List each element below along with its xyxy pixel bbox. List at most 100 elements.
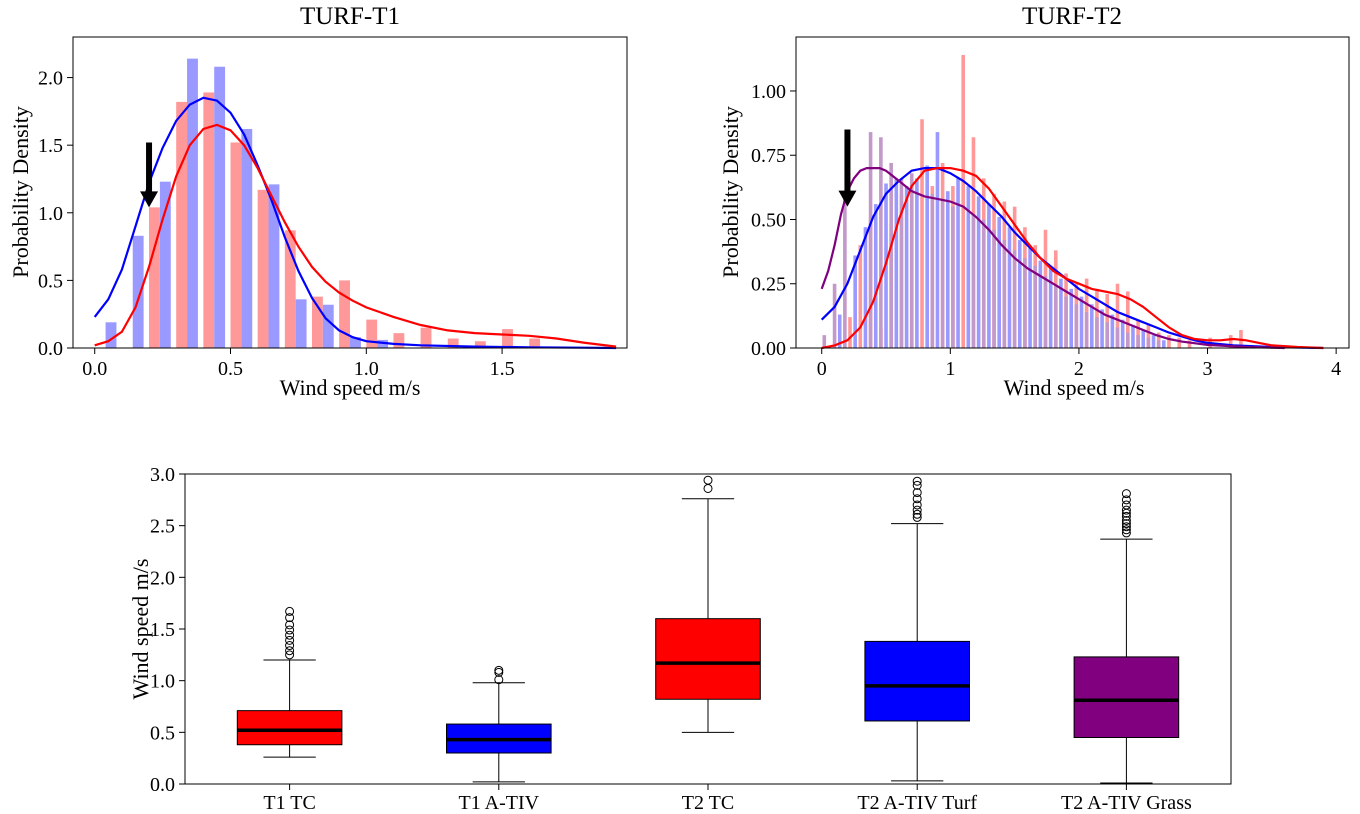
x-tick-label: 0.0 (82, 358, 107, 380)
outlier-point (285, 635, 295, 645)
histogram-bar (474, 341, 486, 348)
x-tick-label: 0.5 (218, 358, 243, 380)
x-ticks-box: T1 TC T1 A-TIV T2 TC T2 A-TIV Turf T2 A-TIV … (263, 784, 1192, 814)
outlier-point (912, 509, 922, 519)
histogram-bar (447, 338, 459, 348)
y-tick-label: 0.75 (751, 145, 786, 167)
box-iqr (236, 710, 343, 746)
x-tick-label: T1 A-TIV (459, 792, 540, 814)
outlier-point (1121, 505, 1131, 515)
y-tick-label: 3.0 (150, 464, 175, 486)
histogram-bar (1017, 240, 1022, 348)
y-tick-label: 0.5 (150, 722, 175, 744)
outlier-point (703, 475, 713, 485)
y-tick-label: 0.5 (38, 270, 63, 292)
histogram-bar (1167, 335, 1171, 348)
outlier-point (494, 665, 504, 675)
y-ticks-t1: 0.0 0.5 1.0 1.5 2.0 (38, 68, 73, 360)
histogram-bar (1064, 296, 1068, 348)
x-tick-label: T2 A-TIV Turf (857, 792, 977, 814)
histogram-bar (1136, 319, 1140, 348)
histogram-bar (863, 227, 868, 348)
chart-title-t1: TURF-T1 (300, 3, 400, 30)
outlier-point (285, 630, 295, 640)
histogram-bar (1012, 250, 1017, 348)
arrow-t1 (140, 142, 159, 208)
histogram-bar (311, 296, 323, 348)
histogram-bar (1079, 296, 1084, 348)
y-tick-label: 2.5 (150, 516, 175, 538)
histogram-bar (1048, 268, 1053, 348)
histogram-bar (940, 198, 945, 348)
histogram-bar (1053, 286, 1058, 348)
outlier-point (1121, 525, 1131, 535)
histogram-bar (393, 333, 405, 348)
histogram-bar (1146, 324, 1151, 348)
histogram-bar (1028, 247, 1032, 348)
outlier-point (1121, 511, 1131, 521)
histogram-bar (420, 327, 432, 348)
histogram-bar (1120, 319, 1125, 348)
plot-frame-t2 (795, 36, 1350, 349)
histogram-bar (853, 255, 857, 348)
histogram-bar (214, 66, 226, 348)
density-curves-t2 (820, 167, 1324, 350)
histogram-bar (1177, 337, 1182, 348)
outlier-point (285, 646, 295, 656)
x-tick-label: 4 (1331, 358, 1341, 380)
histogram-bar (1110, 314, 1115, 348)
histogram-bar (945, 191, 950, 348)
y-tick-label: 1.00 (751, 81, 786, 103)
chart-title-t2: TURF-T2 (1022, 3, 1122, 30)
outlier-point (912, 505, 922, 515)
bars-t2 (822, 54, 1243, 349)
histogram-bar (1141, 330, 1146, 348)
y-axis-label-t2: Probability Density (718, 106, 743, 278)
x-tick-label: 1 (945, 358, 955, 380)
histogram-bar (502, 329, 513, 348)
outlier-point (912, 512, 922, 522)
histogram-bar (868, 132, 873, 348)
y-ticks-t2: 0.00 0.25 0.50 0.75 1.00 (751, 81, 796, 360)
boxes (236, 475, 1180, 784)
plot-frame-t1 (72, 36, 628, 349)
histogram-bar (339, 280, 350, 348)
histogram-bar (873, 204, 878, 348)
outlier-point (494, 675, 504, 685)
outlier-point (1121, 500, 1131, 510)
x-tick-label: 0 (817, 358, 827, 380)
arrow-head (140, 191, 159, 208)
histogram-bar (832, 283, 837, 348)
histogram-bar (1131, 324, 1135, 348)
histogram-bar (377, 339, 389, 348)
histogram-bar (1023, 258, 1027, 348)
histogram-bar (1069, 288, 1074, 348)
histogram-bar (935, 132, 940, 348)
histogram-bar (956, 178, 960, 348)
histogram-bar (920, 119, 924, 349)
density-curve (93, 96, 617, 350)
histogram-bar (1151, 335, 1156, 348)
histogram-bar (1089, 304, 1094, 348)
boxplot-wind-speed: T1 TC T1 A-TIV T2 TC T2 A-TIV Turf T2 A-TIV … (128, 464, 1232, 814)
histogram-bar (1038, 260, 1043, 348)
x-axis-label-t2: Wind speed m/s (1004, 375, 1145, 400)
histogram-bar (904, 186, 909, 348)
outlier-point (285, 620, 295, 630)
histogram-bar (350, 337, 361, 348)
histogram-bar (971, 214, 976, 348)
histogram-bar (951, 206, 955, 348)
histogram-bar (837, 314, 842, 348)
histogram-bar (230, 142, 242, 348)
histogram-bar (187, 58, 198, 349)
histogram-bar (132, 235, 144, 348)
histogram-bar (268, 184, 280, 348)
y-tick-label: 2.0 (38, 68, 63, 90)
histogram-bar (879, 137, 883, 348)
histogram-bar (966, 186, 971, 348)
outlier-point (1121, 522, 1131, 532)
x-tick-label: T2 TC (682, 792, 734, 814)
histogram-bar (1125, 291, 1130, 348)
histogram-bar (1115, 283, 1120, 348)
